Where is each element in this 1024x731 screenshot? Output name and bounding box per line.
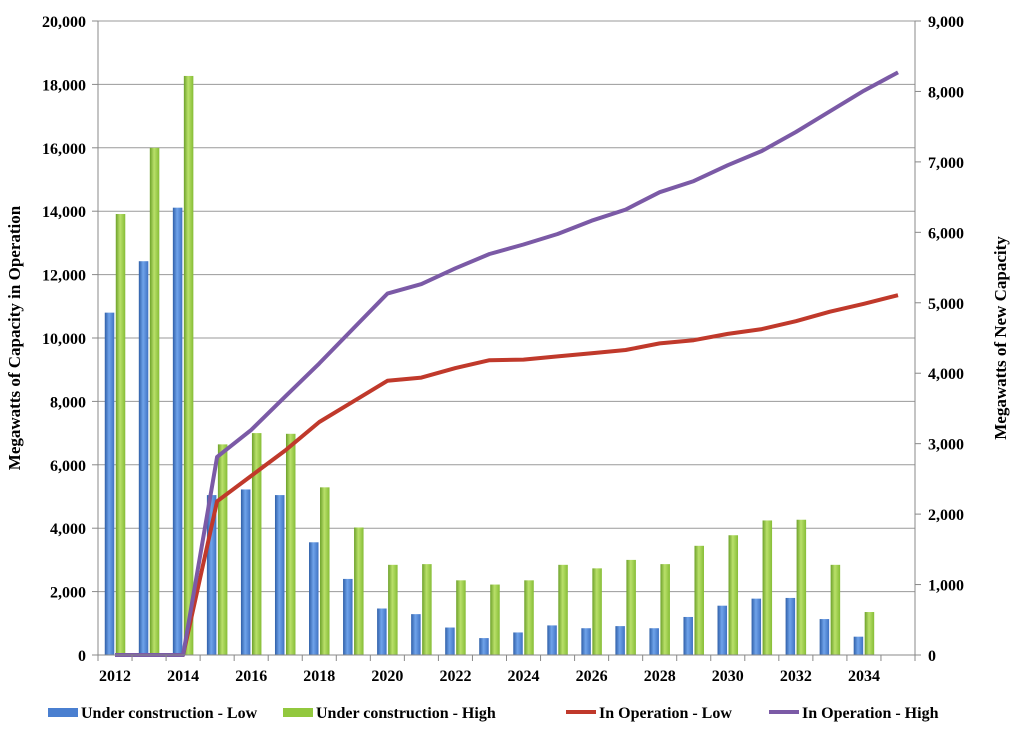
y-right-tick-label: 3,000 [928,437,964,454]
x-tick-label: 2028 [644,668,676,685]
bar-under-construction-high [762,520,773,655]
y-right-tick-label: 7,000 [928,155,964,172]
bar-under-construction-high [183,75,194,656]
y-right-tick-label: 1,000 [928,578,964,595]
y-left-tick-label: 16,000 [42,141,86,158]
bar-under-construction-low [206,495,217,655]
bar-under-construction-high [115,214,126,656]
legend-label: In Operation - High [802,705,939,722]
y-right-tick-label: 6,000 [928,225,964,242]
y-left-axis-title: Megawatts of Capacity in Operation [5,205,24,470]
bar-under-construction-low [547,625,557,655]
bar-under-construction-low [513,632,523,655]
bar-under-construction-high [149,147,160,656]
y-left-tick-label: 0 [78,648,86,665]
x-tick-label: 2018 [303,668,335,685]
bar-under-construction-high [592,568,602,655]
y-left-tick-label: 20,000 [42,14,86,31]
bar-under-construction-low [683,616,693,655]
line-in-operation-low [115,293,899,657]
bar-under-construction-high [864,612,875,655]
bar-under-construction-high [320,487,330,655]
y-left-tick-label: 10,000 [42,331,86,348]
y-left-tick-label: 18,000 [42,77,86,94]
legend-label: Under construction - High [316,705,496,722]
bar-under-construction-high [456,580,466,655]
bar-under-construction-high [830,564,841,655]
bar-under-construction-high [217,444,228,655]
y-right-tick-label: 2,000 [928,507,964,524]
legend: Under construction - Low Under constructi… [48,705,939,722]
bar-under-construction-low [751,598,762,655]
y-left-tick-label: 6,000 [50,458,86,475]
line-in-operation-high [115,70,899,657]
bar-under-construction-low [411,614,421,655]
bar-under-construction-low [172,207,183,655]
legend-label: In Operation - Low [599,705,732,722]
y-right-tick-label: 8,000 [928,84,964,101]
bar-under-construction-low [615,626,625,655]
bar-under-construction-low [274,495,285,655]
bar-under-construction-high [490,584,500,655]
y-right-tick-label: 4,000 [928,366,964,383]
x-tick-label: 2034 [848,668,880,685]
bar-under-construction-low [853,636,864,655]
bar-under-construction-high [524,580,534,655]
bar-under-construction-low [581,628,591,655]
bar-under-construction-low [240,489,251,655]
y-right-axis-title: Megawatts of New Capacity [991,236,1010,440]
x-tick-label: 2024 [508,668,540,685]
bar-under-construction-low [377,608,387,655]
y-left-tick-label: 2,000 [50,585,86,602]
y-right-tick-label: 5,000 [928,296,964,313]
bar-under-construction-low [649,628,659,655]
y-left-tick-label: 12,000 [42,268,86,285]
bar-under-construction-high [354,527,364,655]
bar-under-construction-high [388,564,398,655]
x-tick-label: 2032 [780,668,812,685]
bar-under-construction-high [558,564,568,655]
x-tick-label: 2012 [99,668,131,685]
bar-under-construction-low [717,605,728,655]
bar-under-construction-high [285,433,296,655]
lines [115,70,899,657]
x-tick-label: 2026 [576,668,608,685]
bar-under-construction-high [694,545,704,655]
y-left-tick-label: 14,000 [42,204,86,221]
x-tick-label: 2030 [712,668,744,685]
x-tick-label: 2022 [439,668,471,685]
bar-under-construction-high [626,559,636,655]
x-tick-label: 2014 [167,668,199,685]
y-left-tick-label: 4,000 [50,521,86,538]
x-tick-label: 2016 [235,668,267,685]
bar-under-construction-low [309,542,319,655]
bar-under-construction-low [138,261,149,655]
y-right-tick-label: 9,000 [928,14,964,31]
legend-swatch [48,708,78,717]
bar-under-construction-low [479,638,489,655]
bar-under-construction-high [660,564,670,655]
x-tick-label: 2020 [371,668,403,685]
bar-under-construction-high [728,535,739,655]
gridlines [98,20,915,593]
legend-label: Under construction - Low [81,705,258,722]
bar-under-construction-low [343,578,353,655]
bar-under-construction-high [796,519,807,655]
bar-under-construction-low [819,619,830,655]
y-left-tick-label: 8,000 [50,394,86,411]
bars [104,75,875,656]
bar-under-construction-low [785,597,796,655]
bar-under-construction-high [251,433,262,655]
bar-under-construction-low [104,312,115,655]
tick-labels: 0 2,000 4,000 6,000 8,000 10,000 12,000 14,000 1… [42,14,964,685]
bar-under-construction-high [422,564,432,655]
legend-swatch [283,708,313,717]
bar-under-construction-low [445,627,455,655]
y-right-tick-label: 0 [928,648,936,665]
